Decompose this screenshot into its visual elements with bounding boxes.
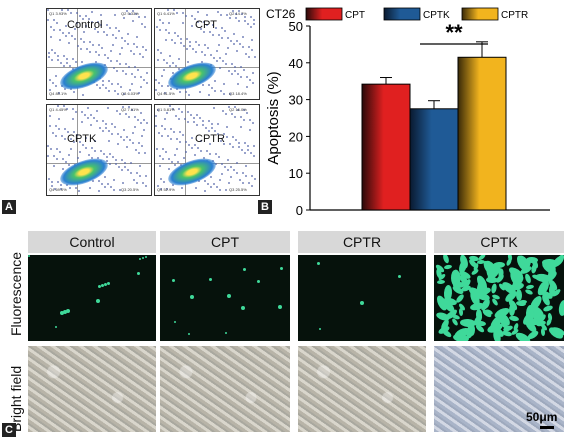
- flow-plot-cptk: CPTK Q1 4.45% Q2 7.91% Q4 69.0% Q3 20.5%: [46, 104, 152, 196]
- panel-letter-c: C: [2, 423, 16, 437]
- fluorescence-image-cptk: [434, 255, 564, 341]
- flow-plot-label: CPT: [195, 19, 217, 31]
- quadrant-value: Q2 16.0%: [229, 107, 247, 112]
- quadrant-value: Q4 52.9%: [157, 187, 175, 192]
- quadrant-value: Q1 4.45%: [49, 107, 67, 112]
- row-label-fluorescence: Fluorescence: [8, 251, 24, 336]
- y-tick-label: 50: [289, 19, 303, 34]
- bar-cptk: [409, 108, 459, 211]
- scale-bar-label: 50μm: [526, 410, 558, 424]
- quadrant-value: Q1 5.81%: [157, 107, 175, 112]
- quadrant-value: Q2 14.7%: [229, 11, 247, 16]
- flow-plot-cptr: CPTR Q1 5.81% Q2 16.0% Q4 52.9% Q3 25.5%: [154, 104, 260, 196]
- fluorescence-image-cptr: [298, 255, 426, 341]
- quadrant-value: Q3 6.03%: [121, 91, 139, 96]
- legend-label: CPTK: [423, 10, 450, 21]
- quadrant-value: Q1 3.93%: [49, 11, 67, 16]
- legend-label: CPTR: [501, 10, 528, 21]
- column-header-control: Control: [28, 231, 156, 253]
- flow-plot-control: Control Q1 3.93% Q2 5.33% Q4 85.1% Q3 6.03%: [46, 8, 152, 100]
- legend-label: CPT: [345, 10, 365, 21]
- flow-plot-label: Control: [67, 19, 103, 31]
- fluorescence-image-cpt: [160, 255, 290, 341]
- y-tick-label: 30: [289, 93, 303, 108]
- flow-plot-cpt: CPT Q1 6.41% Q2 14.7% Q4 61.5% Q3 18.4%: [154, 8, 260, 100]
- bright-field-image-control: [28, 346, 156, 432]
- significance-label: **: [445, 20, 463, 45]
- panel-letter-b: B: [258, 200, 272, 214]
- flow-plot-label: CPTR: [195, 133, 225, 145]
- quadrant-value: Q1 6.41%: [157, 11, 175, 16]
- quadrant-value: Q4 85.1%: [49, 91, 67, 96]
- y-tick-label: 0: [296, 203, 303, 216]
- quadrant-value: Q3 18.4%: [229, 91, 247, 96]
- column-header-cptr: CPTR: [298, 231, 426, 253]
- y-axis-label: Apoptosis (%): [265, 71, 282, 164]
- column-header-cpt: CPT: [160, 231, 290, 253]
- y-tick-label: 10: [289, 166, 303, 181]
- apoptosis-bar-chart: 0 10 20 30 40 50 Apoptosis (%) ** CT26 CPT CPTK CPT…: [265, 7, 550, 216]
- scale-bar: [540, 426, 554, 429]
- bright-field-image-cptk: [434, 346, 564, 432]
- panel-letter-a: A: [2, 200, 16, 214]
- y-tick-label: 40: [289, 56, 303, 71]
- quadrant-value: Q2 5.33%: [121, 11, 139, 16]
- chart-title: CT26: [266, 7, 296, 21]
- quadrant-value: Q2 7.91%: [121, 107, 139, 112]
- quadrant-value: Q3 25.5%: [229, 187, 247, 192]
- legend-swatch: [383, 7, 421, 21]
- y-tick-label: 20: [289, 129, 303, 144]
- bright-field-image-cpt: [160, 346, 290, 432]
- legend-swatch: [461, 7, 499, 21]
- quadrant-value: Q4 61.5%: [157, 91, 175, 96]
- column-header-cptk: CPTK: [434, 231, 564, 253]
- bar-cptr: [457, 56, 507, 211]
- bar-cpt: [361, 83, 411, 211]
- quadrant-value: Q3 20.5%: [121, 187, 139, 192]
- fluorescence-image-control: [28, 255, 156, 341]
- quadrant-value: Q4 69.0%: [49, 187, 67, 192]
- legend-swatch: [305, 7, 343, 21]
- flow-cytometry-panel: Control Q1 3.93% Q2 5.33% Q4 85.1% Q3 6.03% C…: [36, 4, 260, 200]
- flow-plot-label: CPTK: [67, 133, 97, 145]
- bright-field-image-cptr: [298, 346, 426, 432]
